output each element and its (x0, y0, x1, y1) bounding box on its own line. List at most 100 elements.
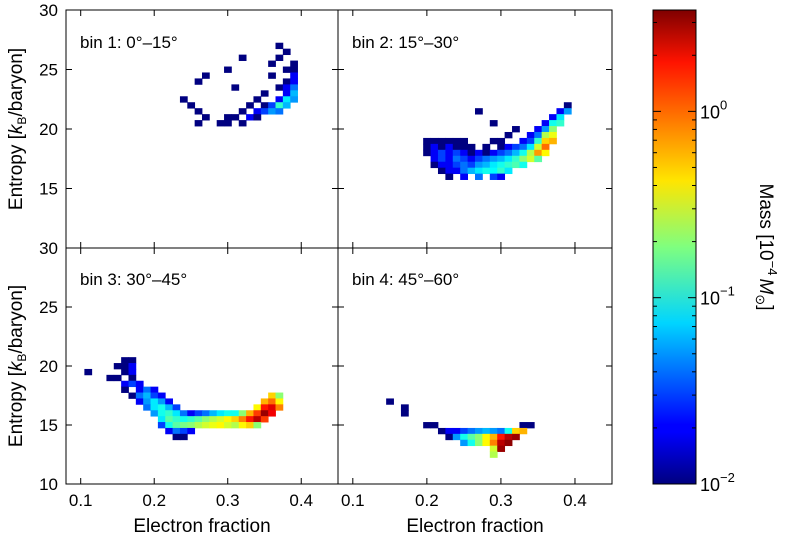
cell-bin3-52 (179, 410, 188, 417)
cell-bin3-39 (157, 404, 166, 411)
cell-bin1-24 (275, 96, 284, 103)
cell-bin4-1 (400, 404, 409, 411)
cell-bin2-94 (452, 167, 461, 175)
panel-bin-3-title: bin 3: 30°–45° (80, 270, 187, 289)
cell-bin2-104 (475, 173, 483, 180)
cell-bin3-60 (165, 416, 173, 423)
cell-bin3-57 (216, 410, 225, 417)
ytick-label-bin3-1: 15 (39, 416, 58, 435)
cell-bin2-32 (423, 143, 431, 151)
cell-bin4-13 (482, 427, 491, 435)
cell-bin2-95 (460, 167, 468, 175)
cell-bin4-5 (519, 422, 528, 429)
cell-bin4-19 (445, 433, 454, 441)
cell-bin1-1 (282, 48, 291, 56)
cell-bin2-60 (519, 149, 528, 157)
cell-bin2-48 (430, 149, 439, 157)
cell-bin2-99 (489, 167, 498, 175)
cell-bin3-78 (187, 422, 196, 429)
cell-bin2-30 (541, 137, 550, 145)
cell-bin2-84 (467, 161, 476, 169)
cell-bin4-28 (512, 433, 520, 441)
cell-bin3-37 (143, 404, 151, 411)
cell-bin3-49 (157, 410, 166, 417)
cell-bin3-13 (135, 380, 144, 388)
cell-bin3-41 (172, 404, 181, 411)
panel-bin-2-title: bin 2: 15°–30° (352, 33, 459, 52)
cell-bin3-58 (224, 410, 232, 417)
cell-bin4-29 (460, 439, 468, 447)
cell-bin3-3 (121, 363, 129, 370)
cell-bin2-14 (504, 131, 513, 139)
cell-bin3-12 (128, 380, 137, 388)
cell-bin2-45 (534, 143, 543, 151)
cell-bin4-22 (467, 433, 476, 441)
ytick-label-bin3-4: 30 (39, 239, 58, 258)
cell-bin3-74 (157, 422, 166, 429)
cell-bin3-0 (121, 357, 129, 364)
cell-bin3-83 (224, 422, 232, 429)
cell-bin4-30 (467, 439, 476, 447)
cell-bin2-7 (541, 120, 550, 127)
cell-bin1-6 (282, 66, 291, 73)
cell-bin3-11 (121, 380, 129, 388)
cell-bin3-44 (246, 410, 254, 417)
cell-bin4-33 (489, 439, 498, 447)
axes-ticks: 15 20 25 30 0.1 0.2 0.3 0.4 10 15 20 25 30 0.1 0.2 0.3 0… (39, 1, 612, 510)
cell-bin4-12 (475, 427, 483, 435)
cell-bin3-48 (150, 410, 159, 417)
panel-bin-1-title: bin 1: 0°–15° (80, 33, 178, 52)
cell-bin1-39 (202, 114, 210, 121)
panel-bin-4-cells (386, 398, 535, 458)
ytick-label-bin3-0: 10 (39, 475, 58, 494)
cell-bin4-35 (504, 439, 513, 447)
cell-bin3-51 (172, 410, 181, 417)
cell-bin3-9 (113, 374, 122, 382)
cell-bin2-85 (475, 161, 483, 169)
x-axis-label-right: Electron fraction (406, 516, 543, 537)
cell-bin1-44 (216, 120, 225, 127)
cell-bin4-36 (489, 445, 498, 452)
cell-bin4-37 (497, 445, 506, 452)
cell-bin3-14 (121, 386, 129, 393)
cell-bin2-58 (504, 149, 513, 157)
cell-bin1-19 (260, 90, 269, 97)
cell-bin3-86 (246, 422, 254, 429)
panel-bin-2: bin 2: 15°–30° (337, 9, 613, 249)
cell-bin3-16 (143, 386, 151, 393)
cell-bin3-7 (128, 368, 137, 376)
y-label-top-tail: /baryon] (6, 48, 27, 117)
ytick-label-bin3-2: 20 (39, 357, 58, 376)
cell-bin3-70 (238, 416, 247, 423)
cell-bin3-67 (216, 416, 225, 423)
cell-bin2-12 (541, 126, 550, 133)
cell-bin2-89 (504, 161, 513, 169)
cell-bin4-15 (497, 427, 506, 435)
cell-bin2-26 (497, 137, 506, 145)
cell-bin1-42 (246, 114, 254, 121)
xtick-label-bin3-3: 0.4 (289, 491, 313, 510)
cell-bin2-8 (549, 120, 557, 127)
ytick-label-bin1-3: 30 (39, 1, 58, 20)
colorbar-tick-exp-2: −2 (720, 470, 735, 485)
cell-bin3-26 (268, 398, 276, 405)
cell-bin2-74 (504, 155, 513, 163)
y-label-bottom-sub: B (15, 354, 29, 362)
cell-bin3-63 (187, 416, 196, 423)
cell-bin2-27 (519, 137, 528, 145)
cell-bin4-8 (445, 427, 454, 435)
cell-bin2-80 (437, 161, 446, 169)
panel-bin-3-background (66, 248, 338, 484)
colorbar-tick-base-2: 10 (700, 475, 720, 495)
cell-bin3-27 (275, 398, 284, 405)
cell-bin3-23 (150, 392, 159, 399)
cell-bin2-18 (549, 131, 557, 139)
cell-bin2-39 (482, 143, 491, 151)
cell-bin2-62 (534, 149, 543, 157)
y-label-bottom-k: k (6, 360, 27, 371)
cell-bin3-66 (209, 416, 218, 423)
y-label-top-sub: B (15, 117, 29, 125)
xtick-label-bin3-0: 0.1 (69, 491, 93, 510)
